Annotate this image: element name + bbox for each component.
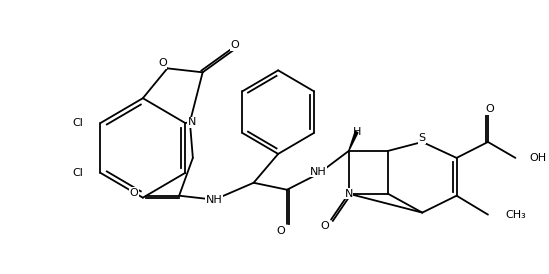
Text: NH: NH [206,195,223,205]
Text: Cl: Cl [72,168,83,178]
Text: O: O [129,188,138,198]
Text: O: O [231,41,239,50]
Text: N: N [188,117,196,127]
Text: NH: NH [310,167,327,177]
Polygon shape [349,132,358,151]
Text: O: O [485,104,494,114]
Text: O: O [158,58,167,68]
Text: O: O [321,221,329,230]
Text: H: H [352,127,361,137]
Text: CH₃: CH₃ [506,210,526,219]
Text: S: S [419,133,426,143]
Text: OH: OH [529,153,546,163]
Text: Cl: Cl [72,118,83,128]
Text: O: O [277,226,285,236]
Text: N: N [345,189,353,199]
